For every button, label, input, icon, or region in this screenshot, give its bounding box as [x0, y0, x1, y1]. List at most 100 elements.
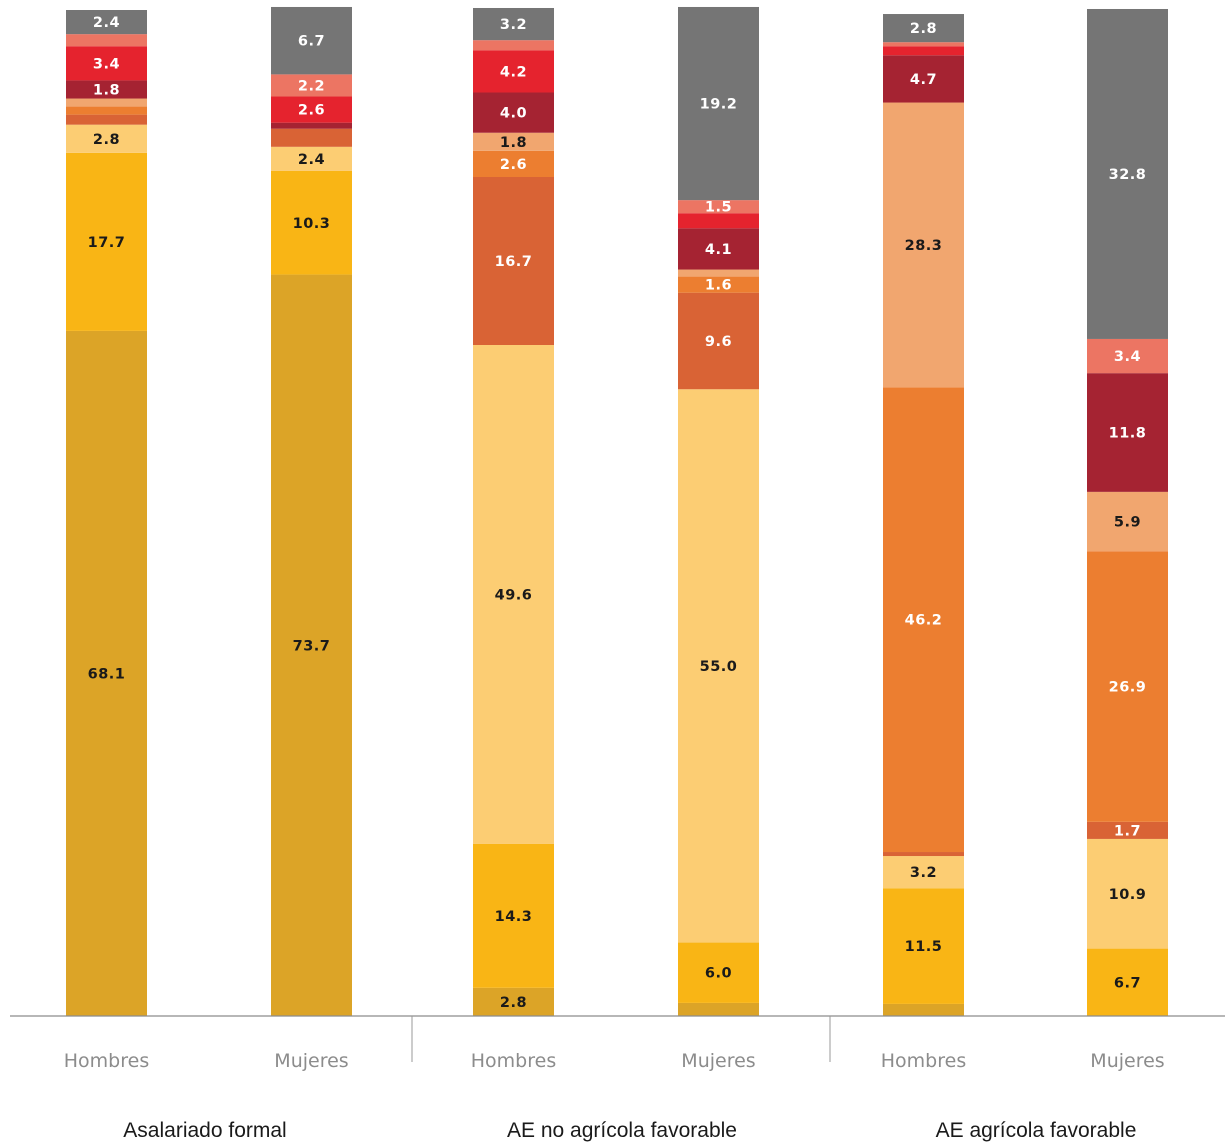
- group-label: AE agrícola favorable: [936, 1119, 1137, 1142]
- data-label: 2.4: [93, 15, 120, 31]
- bar-segment: [1087, 948, 1168, 1016]
- bar-segment: [883, 14, 964, 43]
- data-label: 2.2: [298, 78, 325, 94]
- data-label: 68.1: [88, 666, 126, 682]
- data-label: 6.0: [705, 966, 732, 982]
- category-label: Mujeres: [1090, 1050, 1164, 1072]
- data-label: 19.2: [700, 97, 738, 113]
- bar-segment: [883, 1003, 964, 1016]
- bar-segment: [271, 146, 352, 171]
- category-labels: Hombres Mujeres Hombres Mujeres Hombres Mujer…: [64, 1050, 1165, 1072]
- data-label: 3.4: [93, 56, 120, 72]
- data-label: 32.8: [1109, 167, 1147, 183]
- bar-segment: [883, 55, 964, 103]
- data-label: 10.9: [1109, 887, 1147, 903]
- data-label: 3.2: [500, 17, 527, 33]
- bar-segment: [473, 176, 554, 345]
- bar-segment: [66, 152, 147, 331]
- data-label: 3.4: [1114, 349, 1141, 365]
- data-label: 1.8: [500, 135, 527, 151]
- group-label: AE no agrícola favorable: [507, 1119, 737, 1142]
- data-label: 6.7: [1114, 975, 1141, 991]
- category-label: Mujeres: [681, 1050, 755, 1072]
- bar-segment: [473, 344, 554, 844]
- bar-segment: [1087, 838, 1168, 949]
- bar-segment: [473, 92, 554, 133]
- data-label: 17.7: [88, 235, 126, 251]
- bar-segment: [66, 80, 147, 99]
- bars-layer: 68.1 17.7 2.8 1.8 3.4 2.4 73.7 10.3 2.4 2.6 2.2 6.7…: [66, 6, 1168, 1016]
- bar-segment: [883, 46, 964, 56]
- data-label: 2.8: [500, 995, 527, 1011]
- data-label: 5.9: [1114, 515, 1141, 531]
- data-label: 10.3: [293, 216, 331, 232]
- data-label: 49.6: [495, 587, 533, 603]
- bar-segment: [1087, 373, 1168, 492]
- bar-segment: [678, 213, 759, 229]
- data-label: 1.5: [705, 200, 732, 216]
- bar-segment: [66, 34, 147, 47]
- data-label: 1.7: [1114, 823, 1141, 839]
- data-label: 73.7: [293, 638, 331, 654]
- bar-segment: [1087, 551, 1168, 822]
- bar-segment: [883, 856, 964, 889]
- bar-segment: [271, 96, 352, 123]
- data-label: 46.2: [905, 613, 943, 629]
- bar-segment: [678, 942, 759, 1003]
- data-label: 4.1: [705, 242, 732, 258]
- bar-segment: [271, 128, 352, 147]
- bar-segment: [271, 274, 352, 1016]
- data-label: 4.7: [910, 72, 937, 88]
- data-label: 1.6: [705, 278, 732, 294]
- data-label: 2.8: [910, 21, 937, 37]
- category-label: Mujeres: [274, 1050, 348, 1072]
- bar-segment: [678, 228, 759, 270]
- bar-segment: [473, 40, 554, 51]
- bar-segment: [271, 74, 352, 97]
- bar-segment: [473, 843, 554, 988]
- bar-segment: [271, 6, 352, 75]
- data-label: 2.6: [298, 103, 325, 119]
- bar-segment: [678, 276, 759, 293]
- bar-segment: [678, 200, 759, 214]
- data-label: 26.9: [1109, 680, 1147, 696]
- bar-segment: [678, 1002, 759, 1016]
- bar-segment: [678, 6, 759, 201]
- data-label: 16.7: [495, 254, 533, 270]
- bar-segment: [883, 42, 964, 47]
- data-label: 11.8: [1109, 426, 1147, 442]
- bar-segment: [1087, 821, 1168, 839]
- bar-segment: [883, 888, 964, 1004]
- bar-segment: [473, 987, 554, 1016]
- category-label: Hombres: [881, 1050, 966, 1072]
- bar-segment: [66, 114, 147, 125]
- group-label: Asalariado formal: [123, 1119, 286, 1142]
- bar-segment: [473, 50, 554, 93]
- data-label: 4.0: [500, 106, 527, 122]
- data-label: 6.7: [298, 34, 325, 50]
- data-label: 3.2: [910, 865, 937, 881]
- bar-segment: [66, 98, 147, 107]
- data-label: 14.3: [495, 909, 533, 925]
- data-label: 55.0: [700, 659, 738, 675]
- bar-segment: [1087, 338, 1168, 374]
- data-label: 9.6: [705, 334, 732, 350]
- data-label: 4.2: [500, 64, 527, 80]
- bar-segment: [66, 46, 147, 81]
- bar-segment: [271, 122, 352, 129]
- bar-segment: [678, 292, 759, 390]
- bar-segment: [66, 10, 147, 35]
- bar-segment: [883, 387, 964, 853]
- bar-segment: [473, 132, 554, 151]
- bar-segment: [678, 269, 759, 277]
- category-label: Hombres: [471, 1050, 556, 1072]
- bar-segment: [883, 852, 964, 857]
- bar-segment: [66, 124, 147, 153]
- bar-segment: [1087, 491, 1168, 552]
- data-label: 2.4: [298, 152, 325, 168]
- data-label: 1.8: [93, 82, 120, 98]
- bar-segment: [883, 102, 964, 388]
- group-labels: Asalariado formal AE no agrícola favorabl…: [123, 1119, 1136, 1142]
- bar-segment: [473, 150, 554, 177]
